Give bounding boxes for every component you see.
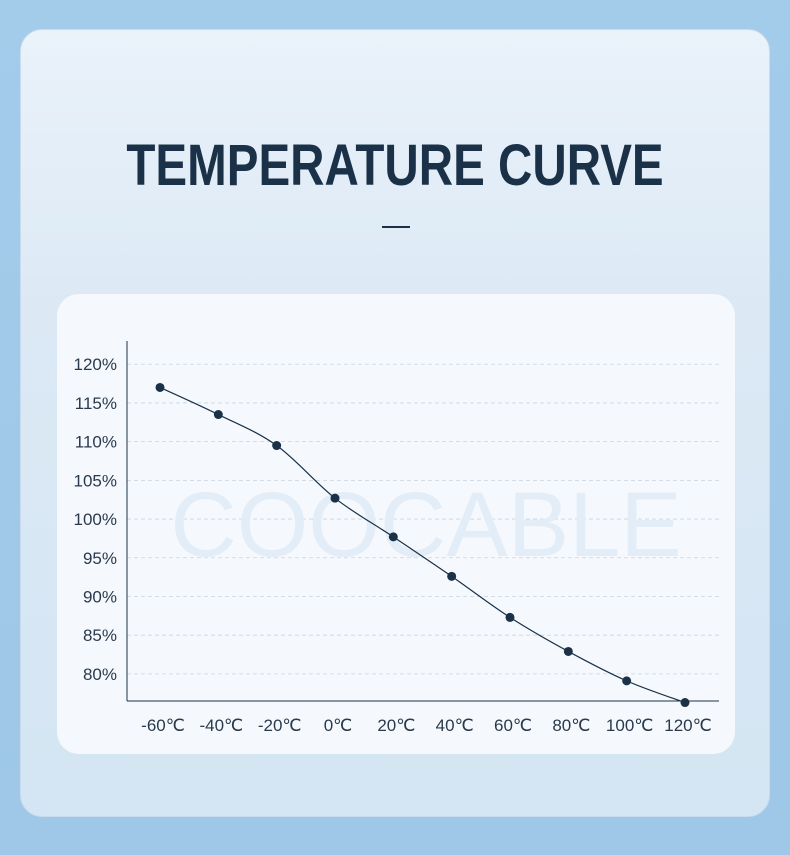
y-tick-label: 95% [83, 549, 117, 568]
data-point [563, 646, 573, 656]
y-tick-label: 120% [74, 355, 117, 374]
x-tick-label: 100℃ [606, 716, 653, 735]
x-tick-label: -40℃ [199, 716, 243, 735]
x-tick-label: 40℃ [436, 716, 474, 735]
data-point [680, 698, 690, 708]
page-title: TEMPERATURE CURVE [126, 133, 664, 198]
data-point [388, 532, 398, 542]
x-tick-label: 20℃ [377, 716, 415, 735]
y-tick-label: 105% [74, 471, 117, 490]
x-tick-label: 120℃ [664, 716, 711, 735]
title-divider [382, 226, 410, 228]
grid-lines [127, 363, 719, 675]
y-tick-label: 100% [74, 510, 117, 529]
y-tick-label: 110% [75, 433, 117, 452]
x-tick-label: 0℃ [324, 716, 353, 735]
y-tick-label: 85% [83, 626, 117, 645]
data-point [213, 410, 223, 420]
data-point [272, 441, 282, 451]
data-point [330, 493, 340, 503]
x-tick-labels: -60℃ -40℃ -20℃ 0℃ 20℃ 40℃ 60℃ 80℃ 100℃ 120℃ [141, 716, 712, 735]
chart-card [57, 294, 735, 754]
watermark: COOCABLE [170, 474, 681, 576]
x-tick-label: 60℃ [494, 716, 532, 735]
y-tick-label: 90% [83, 587, 117, 606]
data-point [622, 676, 632, 686]
y-tick-label: 80% [83, 665, 117, 684]
y-tick-label: 115% [75, 394, 117, 413]
x-tick-label: 80℃ [552, 716, 590, 735]
x-tick-label: -60℃ [141, 716, 185, 735]
x-tick-label: -20℃ [258, 716, 302, 735]
data-points [155, 382, 690, 708]
series-line [159, 386, 686, 704]
y-tick-labels: 80% 85% 90% 95% 100% 105% 110% 115% 120% [74, 355, 117, 684]
data-point [447, 571, 457, 581]
data-point [155, 382, 165, 392]
data-point [505, 612, 515, 622]
